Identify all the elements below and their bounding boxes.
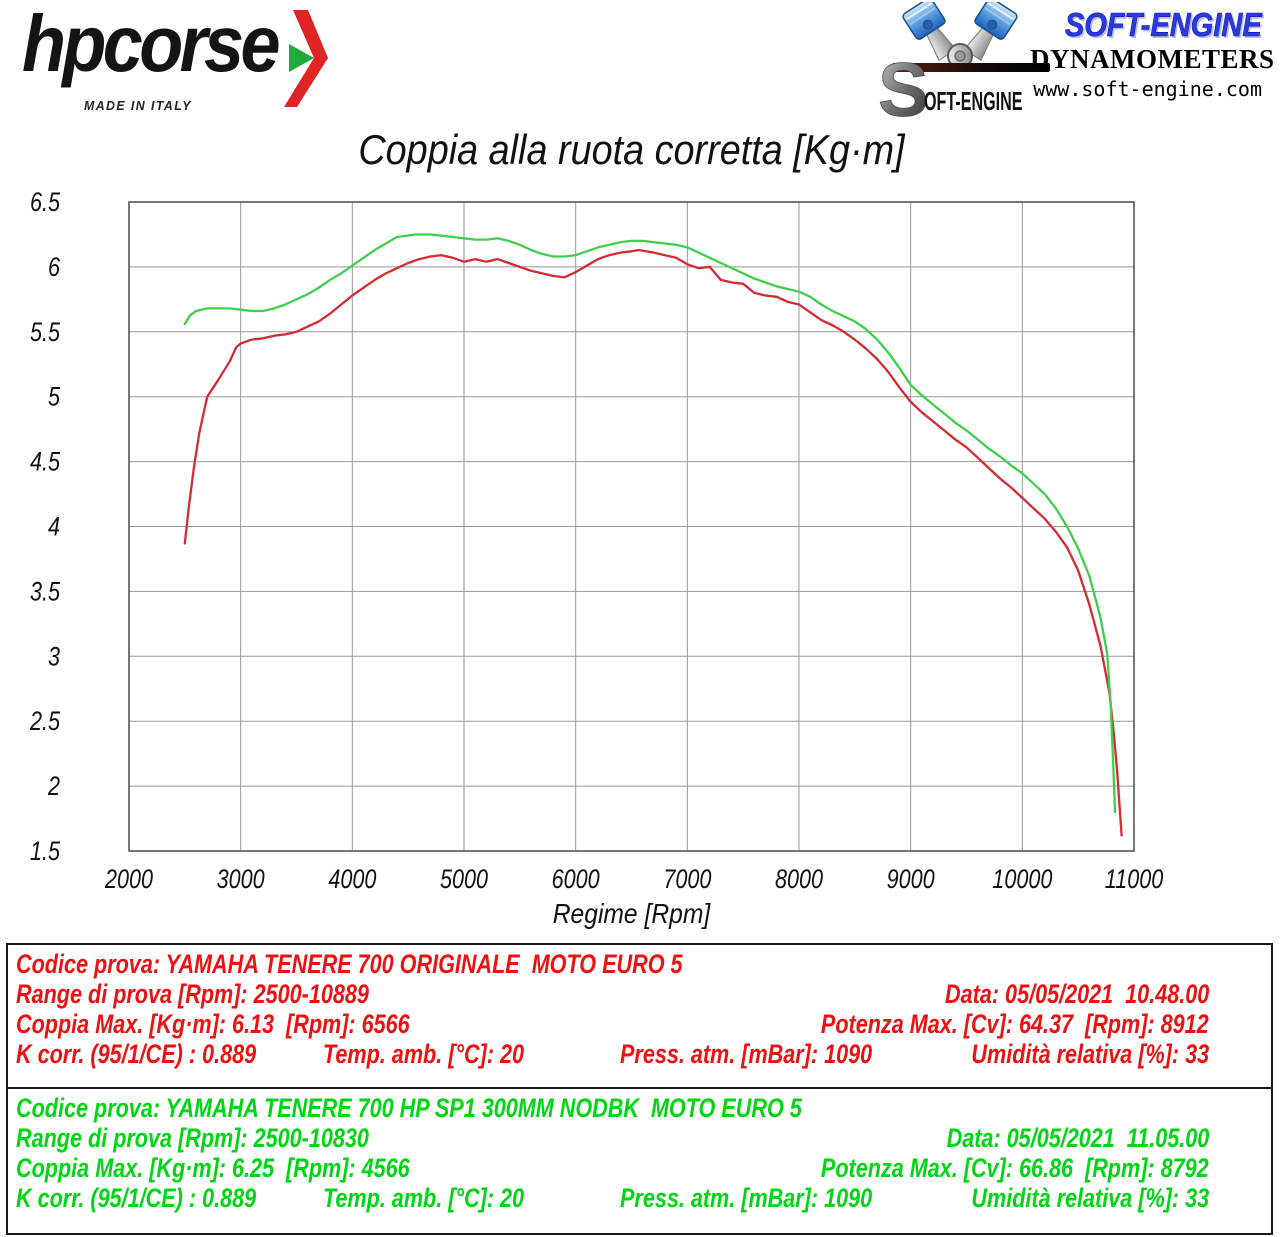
result-red-press: Press. atm. [mBar]: 1090 (620, 1039, 873, 1069)
svg-text:3000: 3000 (217, 865, 265, 895)
svg-text:2: 2 (47, 772, 60, 802)
result-row: Coppia Max. [Kg·m]: 6.13 [Rpm]: 6566 Pot… (8, 1009, 1271, 1039)
result-row: K corr. (95/1/CE) : 0.889 Temp. amb. [°C… (8, 1183, 1271, 1213)
result-red-range: Range di prova [Rpm]: 2500-10889 (16, 979, 369, 1009)
result-row: K corr. (95/1/CE) : 0.889 Temp. amb. [°C… (8, 1039, 1271, 1069)
svg-text:6000: 6000 (552, 865, 600, 895)
svg-text:4.5: 4.5 (30, 447, 60, 477)
result-green-press: Press. atm. [mBar]: 1090 (620, 1183, 873, 1213)
svg-text:5000: 5000 (440, 865, 488, 895)
result-green-codice: Codice prova: YAMAHA TENERE 700 HP SP1 3… (16, 1093, 802, 1123)
svg-text:11000: 11000 (1105, 865, 1164, 895)
x-axis-title: Regime [Rpm] (552, 898, 710, 929)
svg-text:1.5: 1.5 (30, 837, 60, 867)
result-red-coppia-max: Coppia Max. [Kg·m]: 6.13 [Rpm]: 6566 (16, 1009, 410, 1039)
results-box: Codice prova: YAMAHA TENERE 700 ORIGINAL… (6, 943, 1273, 1235)
softengine-url: www.soft-engine.com (1033, 77, 1262, 101)
softengine-s-wordmark: OFT-ENGINE (924, 86, 1022, 116)
svg-text:3.5: 3.5 (30, 577, 60, 607)
svg-text:3: 3 (48, 642, 60, 672)
result-red-temp: Temp. amb. [°C]: 20 (323, 1039, 525, 1069)
result-row: Codice prova: YAMAHA TENERE 700 ORIGINAL… (8, 949, 1271, 979)
svg-text:2000: 2000 (104, 865, 153, 895)
results-divider (8, 1087, 1271, 1089)
svg-text:6.5: 6.5 (30, 188, 60, 218)
hpcorse-tagline: MADE IN ITALY (84, 98, 192, 113)
result-green-umidita: Umidità relativa [%]: 33 (971, 1183, 1209, 1213)
softengine-logo: SOFT-ENGINE DYNAMOMETERS www.soft-engine… (1030, 6, 1275, 101)
svg-text:2.5: 2.5 (29, 707, 60, 737)
softengine-subtitle: DYNAMOMETERS (1030, 44, 1275, 74)
hpcorse-logo: hpcorse MADE IN ITALY (22, 0, 352, 122)
chart-title: Coppia alla ruota corretta [Kg·m] (357, 126, 905, 173)
result-red-umidita: Umidità relativa [%]: 33 (971, 1039, 1209, 1069)
result-row: Codice prova: YAMAHA TENERE 700 HP SP1 3… (8, 1093, 1271, 1123)
result-row: Range di prova [Rpm]: 2500-10889 Data: 0… (8, 979, 1271, 1009)
result-row: Range di prova [Rpm]: 2500-10830 Data: 0… (8, 1123, 1271, 1153)
result-block-originale: Codice prova: YAMAHA TENERE 700 ORIGINAL… (8, 945, 1271, 1087)
pistons-icon: S OFT-ENGINE (878, 2, 1050, 124)
result-red-potenza-max: Potenza Max. [Cv]: 64.37 [Rpm]: 8912 (821, 1009, 1209, 1039)
result-red-codice: Codice prova: YAMAHA TENERE 700 ORIGINAL… (16, 949, 683, 979)
svg-text:5.5: 5.5 (30, 318, 60, 348)
torque-chart: 2000 3000 4000 5000 6000 7000 8000 9000 10000 110… (0, 182, 1280, 938)
result-green-kcorr: K corr. (95/1/CE) : 0.889 (16, 1183, 257, 1213)
result-red-data: Data: 05/05/2021 10.48.00 (944, 979, 1209, 1009)
svg-text:5: 5 (48, 383, 60, 413)
result-green-range: Range di prova [Rpm]: 2500-10830 (16, 1123, 369, 1153)
svg-text:10000: 10000 (992, 865, 1052, 895)
svg-text:7000: 7000 (663, 865, 711, 895)
softengine-wordmark: SOFT-ENGINE (1065, 6, 1262, 44)
svg-text:4000: 4000 (328, 865, 376, 895)
result-row: Coppia Max. [Kg·m]: 6.25 [Rpm]: 4566 Pot… (8, 1153, 1271, 1183)
result-green-temp: Temp. amb. [°C]: 20 (323, 1183, 525, 1213)
result-green-potenza-max: Potenza Max. [Cv]: 66.86 [Rpm]: 8792 (821, 1153, 1209, 1183)
softengine-s-letter: S (878, 48, 929, 124)
torque-chart-plot: 2000 3000 4000 5000 6000 7000 8000 9000 10000 110… (29, 188, 1164, 895)
svg-text:9000: 9000 (887, 865, 935, 895)
result-green-coppia-max: Coppia Max. [Kg·m]: 6.25 [Rpm]: 4566 (16, 1153, 410, 1183)
result-green-data: Data: 05/05/2021 11.05.00 (946, 1123, 1209, 1153)
svg-text:6: 6 (48, 253, 60, 283)
svg-text:4: 4 (48, 512, 60, 542)
hpcorse-arrow-icon (284, 10, 328, 107)
result-block-hp-sp1: Codice prova: YAMAHA TENERE 700 HP SP1 3… (8, 1089, 1271, 1231)
svg-text:8000: 8000 (775, 865, 823, 895)
result-red-kcorr: K corr. (95/1/CE) : 0.889 (16, 1039, 257, 1069)
hpcorse-wordmark: hpcorse (22, 0, 280, 88)
